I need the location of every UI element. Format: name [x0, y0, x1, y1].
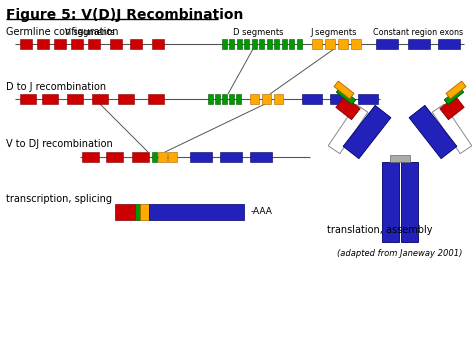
Bar: [118, 94, 134, 104]
Bar: [130, 39, 142, 49]
Bar: [71, 39, 83, 49]
Text: transcription, splicing: transcription, splicing: [6, 194, 112, 204]
Polygon shape: [336, 87, 356, 105]
Bar: [42, 94, 58, 104]
Text: Germline configuration: Germline configuration: [6, 27, 118, 37]
Text: D to J recombination: D to J recombination: [6, 82, 106, 92]
Bar: [237, 39, 242, 49]
Bar: [132, 152, 149, 162]
Bar: [376, 39, 398, 49]
Bar: [220, 152, 242, 162]
Bar: [358, 94, 378, 104]
Polygon shape: [432, 104, 472, 154]
Bar: [267, 39, 272, 49]
Polygon shape: [334, 81, 354, 99]
Bar: [312, 39, 322, 49]
Polygon shape: [446, 81, 466, 99]
Bar: [250, 94, 259, 104]
Bar: [351, 39, 361, 49]
Bar: [401, 162, 418, 242]
Bar: [325, 39, 335, 49]
Bar: [82, 152, 99, 162]
Bar: [149, 204, 244, 220]
Bar: [37, 39, 49, 49]
Bar: [140, 204, 149, 220]
Bar: [297, 39, 302, 49]
Bar: [236, 94, 241, 104]
Bar: [110, 39, 122, 49]
Bar: [222, 94, 227, 104]
Polygon shape: [440, 96, 464, 120]
Bar: [390, 155, 410, 162]
Bar: [158, 152, 167, 162]
Text: D segments: D segments: [233, 28, 283, 37]
Bar: [208, 94, 213, 104]
Text: J segments: J segments: [311, 28, 357, 37]
Bar: [408, 39, 430, 49]
Bar: [274, 94, 283, 104]
Bar: [290, 39, 294, 49]
Bar: [168, 152, 177, 162]
Bar: [115, 204, 135, 220]
Bar: [330, 94, 350, 104]
Bar: [92, 94, 108, 104]
Polygon shape: [328, 104, 368, 154]
Bar: [252, 39, 257, 49]
Text: translation, assembly: translation, assembly: [327, 225, 433, 235]
Bar: [88, 39, 100, 49]
Text: V segments: V segments: [65, 28, 115, 37]
Bar: [106, 152, 123, 162]
Polygon shape: [336, 96, 360, 120]
Bar: [135, 204, 140, 220]
Bar: [229, 39, 235, 49]
Text: (adapted from Janeway 2001): (adapted from Janeway 2001): [337, 249, 463, 258]
Bar: [54, 39, 66, 49]
Bar: [20, 94, 36, 104]
Bar: [302, 94, 322, 104]
Text: Constant region exons: Constant region exons: [373, 28, 463, 37]
Bar: [148, 94, 164, 104]
Text: V to DJ recombination: V to DJ recombination: [6, 139, 113, 149]
Polygon shape: [343, 105, 391, 159]
Bar: [274, 39, 280, 49]
Bar: [20, 39, 32, 49]
Bar: [215, 94, 220, 104]
Bar: [250, 152, 272, 162]
Bar: [338, 39, 348, 49]
Bar: [229, 94, 234, 104]
Bar: [262, 94, 271, 104]
Polygon shape: [444, 87, 464, 105]
Bar: [438, 39, 460, 49]
Text: -AAA: -AAA: [251, 206, 273, 216]
Bar: [152, 152, 157, 162]
Bar: [152, 39, 164, 49]
Bar: [382, 162, 399, 242]
Text: Figure 5: V(D)J Recombination: Figure 5: V(D)J Recombination: [6, 8, 243, 22]
Bar: [245, 39, 249, 49]
Bar: [67, 94, 83, 104]
Bar: [259, 39, 264, 49]
Bar: [222, 39, 227, 49]
Bar: [190, 152, 212, 162]
Polygon shape: [409, 105, 457, 159]
Bar: [282, 39, 287, 49]
